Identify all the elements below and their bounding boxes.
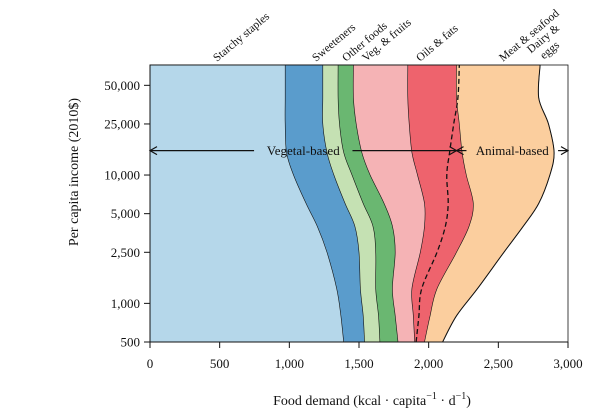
y-tick-label: 1,000	[111, 296, 140, 311]
y-tick-label: 5,000	[111, 206, 140, 221]
annotation-animal-based-label: Animal-based	[476, 143, 549, 158]
stacked-areas	[149, 64, 555, 343]
area-starchy-staples	[149, 64, 345, 343]
x-axis: 0 500 1,000 1,500 2,000 2,500 3,000	[147, 341, 583, 371]
total-demand-outline	[442, 64, 555, 343]
y-tick-label: 500	[121, 335, 141, 350]
x-tick-label: 2,500	[484, 356, 513, 371]
annotation-vegetal-based: Vegetal-based	[150, 143, 457, 158]
category-label-starchy-staples: Starchy staples	[211, 10, 272, 64]
category-label-text: Starchy staples	[211, 10, 272, 64]
x-tick-label: 1,500	[344, 356, 373, 371]
x-tick-label: 3,000	[553, 356, 582, 371]
x-axis-title-sup1: −1	[426, 391, 437, 402]
arrow-head	[455, 146, 464, 156]
x-tick-label: 0	[147, 356, 154, 371]
arrow-head	[560, 146, 570, 156]
y-axis-title: Per capita income (2010$)	[67, 98, 82, 246]
annotation-vegetal-based-label: Vegetal-based	[267, 143, 340, 158]
x-tick-label: 1,000	[275, 356, 304, 371]
annotation-animal-based: Animal-based	[456, 143, 568, 158]
annotation-arrows: Vegetal-based Animal-based	[148, 143, 570, 158]
x-tick-label: 2,000	[414, 356, 443, 371]
y-tick-label: 50,000	[104, 78, 140, 93]
category-label-oils-fats: Oils & fats	[414, 22, 461, 64]
y-tick-label: 2,500	[111, 245, 140, 260]
vegetal-animal-boundary-line	[415, 64, 460, 343]
y-axis: 500 1,000 2,500 5,000 10,000 25,000 50,000	[104, 65, 151, 350]
x-axis-title-sup2: −1	[456, 391, 467, 402]
x-axis-title-end: )	[466, 394, 471, 409]
x-axis-title-main: Food demand (kcal · capita	[273, 394, 427, 409]
x-axis-title-mid: · d	[437, 394, 456, 409]
x-axis-title: Food demand (kcal · capita−1 · d−1)	[273, 391, 471, 409]
x-tick-label: 500	[210, 356, 230, 371]
y-tick-label: 10,000	[104, 168, 140, 183]
category-label-text: Oils & fats	[414, 22, 461, 64]
y-tick-label: 25,000	[104, 116, 140, 131]
